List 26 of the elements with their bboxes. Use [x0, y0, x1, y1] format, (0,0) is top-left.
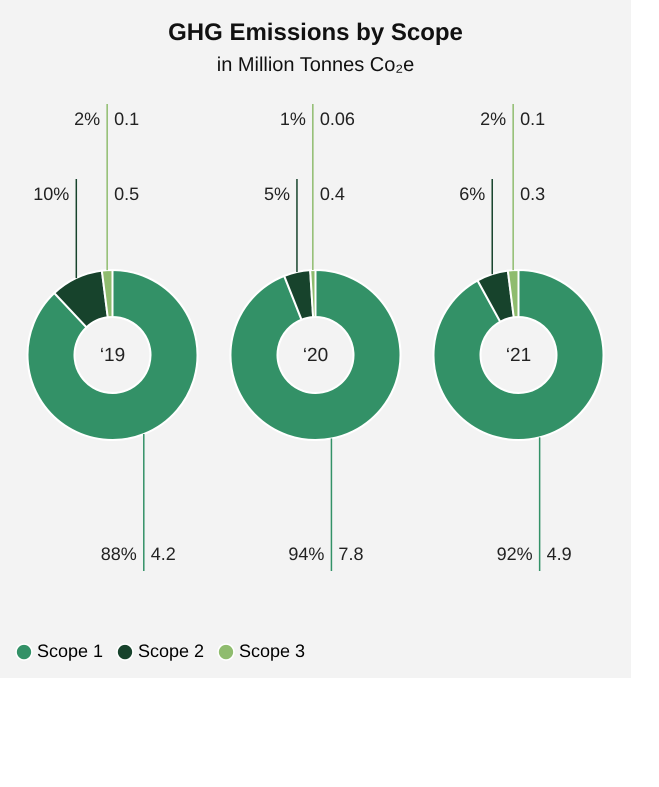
text: 4.9 — [546, 544, 572, 564]
data-label: 2% — [480, 109, 506, 129]
text: 0.06 — [320, 109, 355, 129]
legend-label: Scope 3 — [239, 641, 306, 662]
text: 4.2 — [150, 544, 176, 564]
text: 7.8 — [338, 544, 364, 564]
text: GHG Emissions by Scope — [168, 19, 463, 46]
data-label: 10% — [33, 184, 70, 204]
data-label: 1% — [280, 109, 306, 129]
text: ‘21 — [506, 345, 532, 366]
legend-label: Scope 1 — [37, 641, 104, 662]
data-label: 6% — [459, 184, 486, 204]
data-label: 2% — [74, 109, 100, 129]
data-label: 92% — [496, 544, 533, 564]
text: 0.1 — [520, 109, 546, 129]
text: 0.5 — [114, 184, 140, 204]
text: in Million Tonnes Co₂e — [216, 54, 414, 76]
text: 0.3 — [520, 184, 546, 204]
text: 0.4 — [320, 184, 345, 204]
text: ‘20 — [302, 345, 328, 366]
data-label: 5% — [264, 184, 290, 204]
data-label: 94% — [288, 544, 324, 564]
text: ‘19 — [100, 345, 126, 366]
data-label: 88% — [100, 544, 137, 564]
text: 0.1 — [114, 109, 140, 129]
legend-label: Scope 2 — [138, 641, 204, 662]
